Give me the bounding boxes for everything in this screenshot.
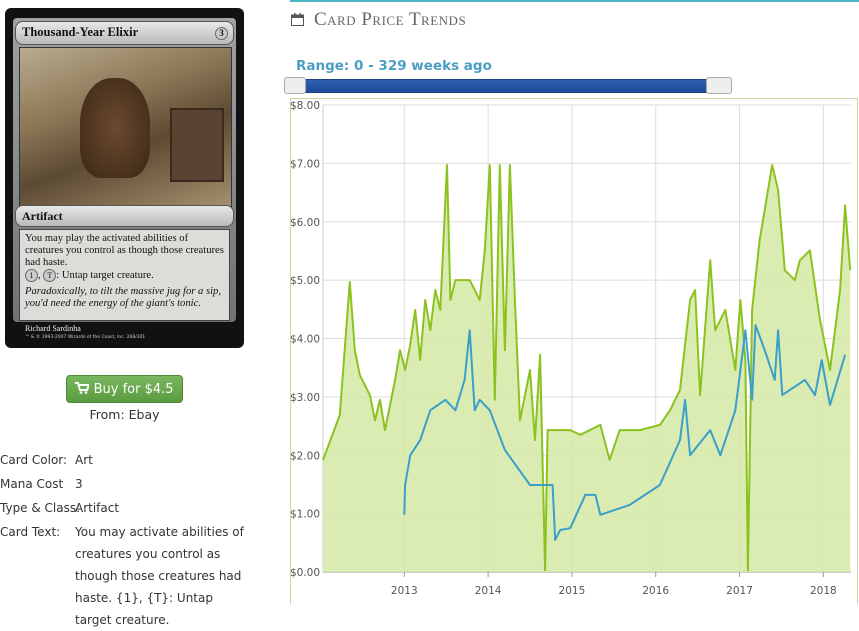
range-label: Range: 0 - 329 weeks ago [296,58,492,74]
detail-value: 3 [75,477,83,491]
range-slider[interactable] [284,79,732,93]
buy-label: Buy for $4.5 [93,382,174,397]
panel-rule [290,0,859,2]
y-tick-label: $2.00 [290,450,320,462]
y-tick-label: $8.00 [290,100,320,112]
card-type: Artifact [22,209,63,223]
card-artist: Richard Sardinha [25,324,81,333]
art-jug [80,78,150,178]
detail-label: Card Color: [0,453,68,467]
panel-title: Card Price Trends [314,9,467,30]
detail-value: Artifact [75,501,120,515]
card-text-box: You may play the activated abilities of … [19,229,230,321]
buy-button[interactable]: Buy for $4.5 [66,375,183,403]
calendar-icon [291,13,304,26]
slider-handle-right[interactable] [706,77,732,94]
card-ability: 1, T: Untap target creature. [25,269,224,282]
x-tick-label: 2017 [726,585,753,597]
ability-symbol: 1 [25,269,38,282]
x-tick-label: 2018 [810,585,837,597]
card-flavor: Paradoxically, to tilt the massive jug f… [25,286,221,309]
card-copyright: ™ & © 1993-2007 Wizards of the Coast, In… [25,335,146,340]
y-tick-label: $0.00 [290,567,320,579]
detail-value: You may activate abilities of creatures … [75,525,244,627]
x-tick-label: 2015 [559,585,586,597]
y-tick-label: $3.00 [290,392,320,404]
y-tick-label: $7.00 [290,158,320,170]
mana-symbol: 3 [215,27,228,40]
y-tick-label: $4.00 [290,334,320,346]
line [322,164,852,572]
card-type-bar: Artifact [15,205,234,227]
y-tick-label: $1.00 [290,509,320,521]
x-tick-label: 2014 [475,585,502,597]
card-title-bar: Thousand-Year Elixir 3 [15,21,234,45]
detail-label: Mana Cost [0,477,64,491]
cart-icon [75,382,91,394]
buy-source: From: Ebay [89,407,160,422]
card-art [19,47,232,207]
detail-label: Type & Class: [0,501,81,515]
line [403,324,847,541]
chart: $0.00 $1.00 $2.00 $3.00 $4.00 $5.00 $6.00 $7.00… [290,98,858,604]
detail-label: Card Text: [0,525,61,539]
card-rules: You may play the activated abilities of … [25,233,224,268]
slider-handle-left[interactable] [284,77,306,94]
area [323,165,851,572]
art-crate [170,108,224,182]
ability-text: , [38,269,44,281]
x-tick-label: 2016 [642,585,669,597]
ability-symbol: T [43,269,57,282]
card-name: Thousand-Year Elixir [22,25,139,39]
detail-value: Art [75,453,93,467]
y-tick-label: $5.00 [290,275,320,287]
y-tick-label: $6.00 [290,217,320,229]
ability-text: : Untap target creature. [56,269,154,281]
card-image: Thousand-Year Elixir 3 Artifact You may … [5,8,244,348]
x-tick-label: 2013 [391,585,418,597]
